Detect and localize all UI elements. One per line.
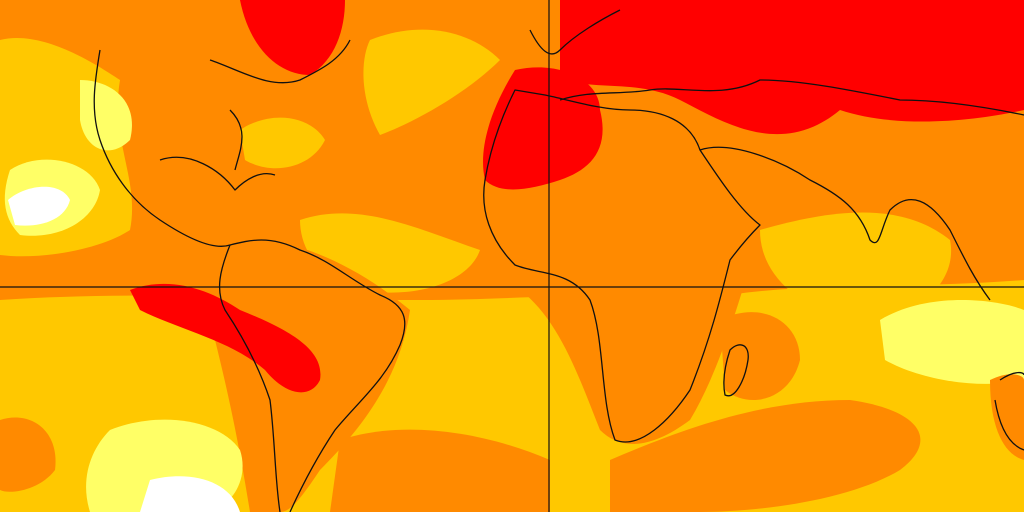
coastline — [209, 39, 351, 84]
white-field — [140, 476, 240, 512]
light-yellow-field — [880, 300, 1024, 384]
orange-field — [990, 374, 1024, 460]
coastline — [723, 344, 749, 397]
coastline — [229, 109, 243, 171]
yellow-field — [240, 117, 325, 169]
coastline — [699, 146, 991, 301]
yellow-field — [760, 212, 952, 322]
orange-field — [477, 191, 760, 444]
coastline — [483, 89, 761, 443]
red-field — [240, 0, 345, 75]
orange-field — [330, 429, 550, 512]
coastline — [529, 9, 621, 55]
red-field — [900, 0, 1024, 44]
coastline — [559, 79, 1024, 116]
orange-field — [610, 400, 921, 512]
coastline — [218, 244, 281, 512]
light-yellow-field — [80, 80, 132, 151]
red-field — [130, 283, 321, 393]
yellow-field — [363, 29, 500, 135]
orange-field — [0, 417, 56, 492]
red-field — [483, 67, 603, 190]
coastline — [159, 156, 276, 191]
coastline — [93, 49, 406, 512]
white-field — [8, 186, 70, 226]
orange-field — [720, 312, 800, 400]
